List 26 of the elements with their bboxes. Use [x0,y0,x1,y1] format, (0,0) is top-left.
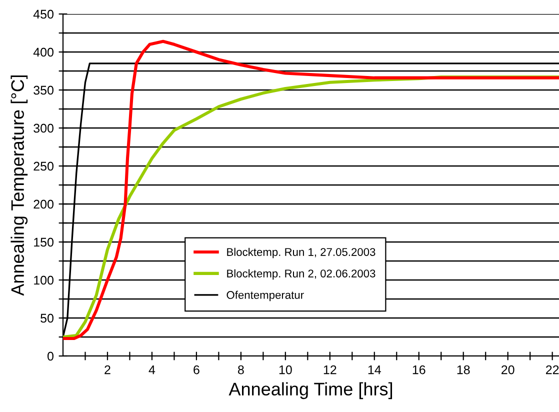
x-tick-label: 22 [546,365,559,374]
x-tick-label: 8 [238,365,244,374]
y-tick-label: 250 [34,162,54,171]
y-tick-label: 100 [34,276,54,285]
y-tick-label: 400 [33,48,54,57]
x-tick-label: 4 [148,365,156,374]
x-axis-title: Annealing Time [hrs] [228,382,392,400]
y-tick-label: 150 [34,238,54,247]
legend-label: Blocktemp. Run 1, 27.05.2003 [227,248,376,258]
y-tick-label: 450 [33,10,54,19]
x-tick-label: 20 [502,365,514,374]
x-tick-label: 10 [279,365,292,374]
x-tick-label: 2 [104,365,110,374]
x-tick-label: 12 [324,365,336,374]
x-tick-label: 16 [412,365,426,374]
x-tick-label: 6 [194,365,200,374]
legend-label: Ofentemperatur [226,290,304,302]
y-tick-label: 0 [48,352,54,361]
legend-label: Blocktemp. Run 2, 02.06.2003 [227,269,376,280]
x-tick-label: 14 [368,365,381,374]
y-tick-label: 300 [34,124,54,133]
x-tick-label: 18 [457,365,470,374]
y-tick-label: 350 [34,86,54,95]
y-tick-label: 50 [40,314,54,323]
y-tick-label: 200 [34,200,54,209]
y-axis-title: Annealing Temperature [°C] [10,75,28,296]
